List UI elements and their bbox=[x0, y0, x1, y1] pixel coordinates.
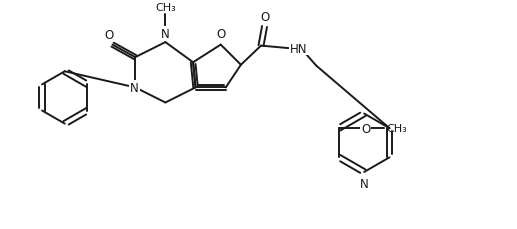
Text: O: O bbox=[361, 122, 370, 135]
Text: O: O bbox=[104, 29, 113, 42]
Text: HN: HN bbox=[290, 42, 307, 55]
Text: O: O bbox=[216, 27, 225, 40]
Text: N: N bbox=[360, 177, 369, 190]
Text: CH₃: CH₃ bbox=[155, 3, 176, 13]
Text: O: O bbox=[260, 11, 269, 24]
Text: N: N bbox=[130, 82, 139, 95]
Text: CH₃: CH₃ bbox=[386, 124, 407, 134]
Text: N: N bbox=[161, 28, 170, 41]
